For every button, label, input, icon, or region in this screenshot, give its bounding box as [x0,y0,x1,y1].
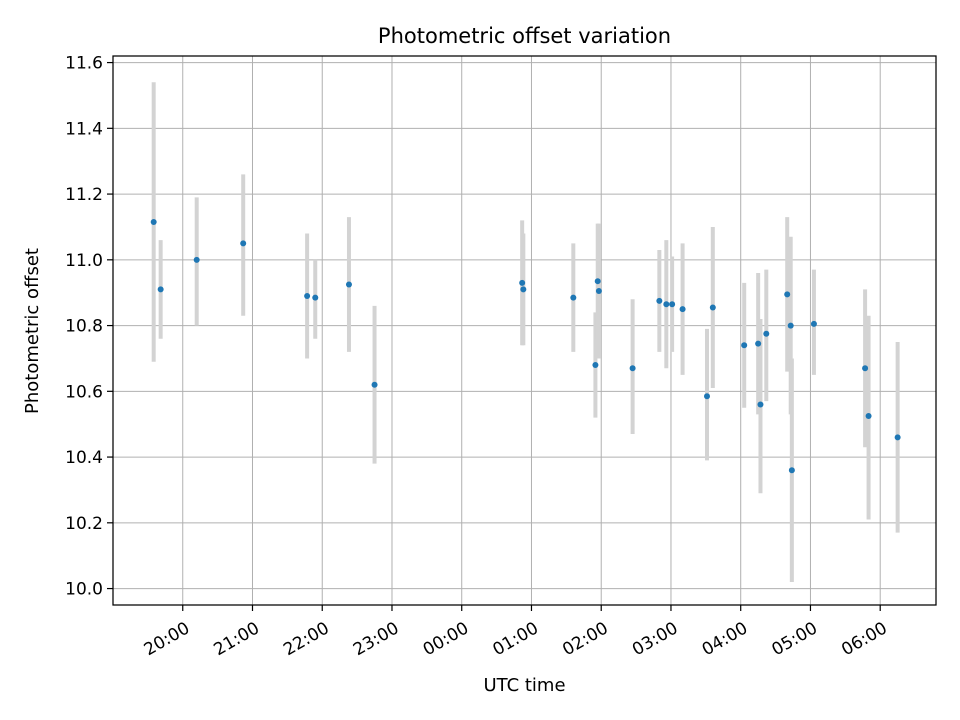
data-point [371,381,378,388]
y-tick-label: 11.0 [65,251,103,271]
data-point [304,292,311,299]
data-points [150,219,901,474]
data-point [594,278,601,285]
data-point [757,401,764,408]
data-point [894,434,901,441]
data-point [520,286,527,293]
data-point [312,294,319,301]
y-axis-ticks: 10.0 10.2 10.4 10.6 10.8 11.0 11.2 11.4 11.6 [65,54,113,600]
y-tick-label: 10.4 [65,448,103,468]
data-point [784,291,791,298]
y-tick-label: 10.2 [65,514,103,534]
data-point [709,304,716,311]
chart-title: Photometric offset variation [378,24,671,48]
data-point [663,301,670,308]
y-tick-label: 11.4 [65,119,103,139]
data-point [240,240,247,247]
x-axis-title: UTC time [483,675,565,696]
data-point [763,330,770,337]
y-tick-label: 11.6 [65,54,103,74]
data-point [865,412,872,419]
data-point [595,288,602,295]
data-point [787,322,794,329]
data-point [629,365,636,372]
y-tick-label: 10.0 [65,580,103,600]
data-point [788,467,795,474]
data-point [157,286,164,293]
data-point [810,320,817,327]
data-point [669,301,676,308]
data-point [345,281,352,288]
data-point [704,393,711,400]
data-point [656,297,663,304]
data-point [755,340,762,347]
y-tick-label: 11.2 [65,185,103,205]
data-point [592,362,599,369]
y-axis-title: Photometric offset [22,248,43,414]
data-point [193,256,200,263]
y-tick-label: 10.8 [65,317,103,337]
data-point [150,219,157,226]
data-point [862,365,869,372]
y-tick-label: 10.6 [65,382,103,402]
data-point [741,342,748,349]
data-point [679,306,686,313]
data-point [570,294,577,301]
plot-frame [112,55,937,606]
data-point [519,279,526,286]
